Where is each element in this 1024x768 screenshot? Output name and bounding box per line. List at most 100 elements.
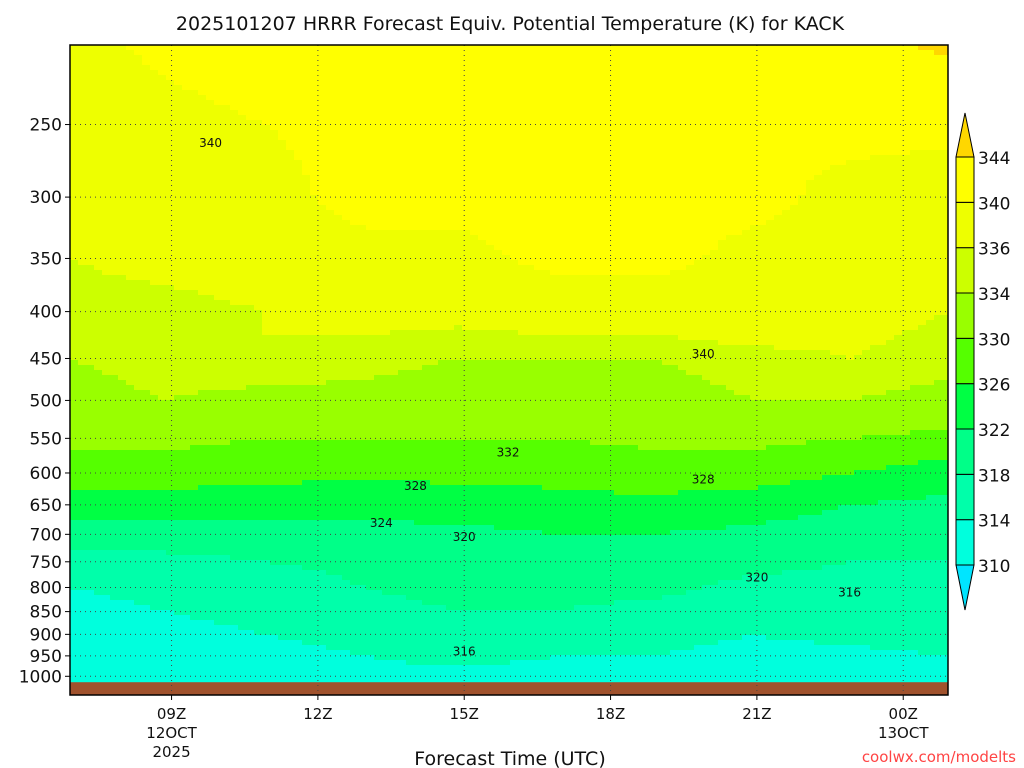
- field-cell: [278, 675, 287, 681]
- field-cell: [254, 250, 263, 256]
- field-cell: [302, 535, 311, 541]
- field-cell: [302, 195, 311, 201]
- field-cell: [262, 340, 271, 346]
- field-cell: [358, 445, 367, 451]
- field-cell: [366, 675, 375, 681]
- field-cell: [230, 295, 239, 301]
- field-cell: [126, 185, 135, 191]
- field-cell: [190, 430, 199, 436]
- field-cell: [102, 430, 111, 436]
- field-cell: [294, 555, 303, 561]
- field-cell: [294, 470, 303, 476]
- field-cell: [238, 405, 247, 411]
- field-cell: [182, 280, 191, 286]
- field-cell: [86, 370, 95, 376]
- field-cell: [166, 425, 175, 431]
- field-cell: [198, 320, 207, 326]
- field-cell: [134, 315, 143, 321]
- field-cell: [142, 540, 151, 546]
- field-cell: [342, 540, 351, 546]
- field-cell: [326, 335, 335, 341]
- field-cell: [286, 385, 295, 391]
- field-cell: [134, 300, 143, 306]
- field-cell: [126, 550, 135, 556]
- field-cell: [358, 455, 367, 461]
- field-cell: [246, 295, 255, 301]
- field-cell: [366, 75, 375, 81]
- field-cell: [166, 330, 175, 336]
- field-cell: [102, 480, 111, 486]
- field-cell: [294, 350, 303, 356]
- field-cell: [78, 255, 87, 261]
- field-cell: [134, 445, 143, 451]
- field-cell: [134, 670, 143, 676]
- field-cell: [310, 70, 319, 76]
- field-cell: [350, 560, 359, 566]
- field-cell: [94, 490, 103, 496]
- field-cell: [230, 305, 239, 311]
- field-cell: [78, 90, 87, 96]
- field-cell: [214, 320, 223, 326]
- field-cell: [86, 580, 95, 586]
- field-cell: [134, 655, 143, 661]
- field-cell: [182, 235, 191, 241]
- field-cell: [190, 225, 199, 231]
- field-cell: [94, 440, 103, 446]
- field-cell: [118, 535, 127, 541]
- field-cell: [350, 495, 359, 501]
- field-cell: [222, 215, 231, 221]
- field-cell: [350, 270, 359, 276]
- field-cell: [118, 325, 127, 331]
- field-cell: [270, 235, 279, 241]
- field-cell: [222, 655, 231, 661]
- field-cell: [326, 565, 335, 571]
- field-cell: [126, 600, 135, 606]
- field-cell: [214, 585, 223, 591]
- field-cell: [222, 80, 231, 86]
- field-cell: [198, 210, 207, 216]
- field-cell: [198, 205, 207, 211]
- field-cell: [270, 375, 279, 381]
- field-cell: [102, 485, 111, 491]
- field-cell: [326, 180, 335, 186]
- field-cell: [198, 150, 207, 156]
- field-cell: [110, 65, 119, 71]
- field-cell: [126, 320, 135, 326]
- field-cell: [94, 45, 103, 51]
- field-cell: [334, 400, 343, 406]
- field-cell: [358, 380, 367, 386]
- field-cell: [230, 610, 239, 616]
- field-cell: [150, 390, 159, 396]
- field-cell: [174, 65, 183, 71]
- field-cell: [94, 515, 103, 521]
- field-cell: [334, 465, 343, 471]
- field-cell: [326, 235, 335, 241]
- field-cell: [182, 345, 191, 351]
- field-cell: [198, 195, 207, 201]
- field-cell: [334, 195, 343, 201]
- field-cell: [342, 380, 351, 386]
- field-cell: [302, 520, 311, 526]
- field-cell: [318, 260, 327, 266]
- field-cell: [294, 210, 303, 216]
- field-cell: [198, 70, 207, 76]
- field-cell: [342, 370, 351, 376]
- field-cell: [254, 455, 263, 461]
- field-cell: [270, 610, 279, 616]
- field-cell: [254, 75, 263, 81]
- field-cell: [342, 435, 351, 441]
- field-cell: [198, 450, 207, 456]
- field-cell: [318, 445, 327, 451]
- field-cell: [270, 110, 279, 116]
- field-cell: [134, 550, 143, 556]
- field-cell: [222, 465, 231, 471]
- field-cell: [134, 380, 143, 386]
- field-cell: [222, 660, 231, 666]
- field-cell: [158, 105, 167, 111]
- field-cell: [78, 455, 87, 461]
- field-cell: [158, 390, 167, 396]
- field-cell: [198, 290, 207, 296]
- field-cell: [174, 570, 183, 576]
- field-cell: [70, 215, 79, 221]
- field-cell: [182, 260, 191, 266]
